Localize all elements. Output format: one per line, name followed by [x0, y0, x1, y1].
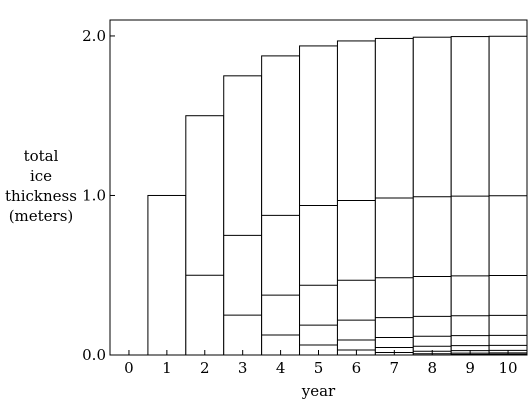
bar: [374, 37, 414, 356]
y-tick-label: 2.0: [82, 27, 106, 45]
bar: [336, 40, 376, 356]
bars-group: [147, 35, 528, 356]
y-axis-label-line: thickness: [5, 187, 77, 205]
bar: [147, 194, 187, 356]
x-tick-label: 5: [314, 359, 324, 377]
x-tick-label: 9: [465, 359, 475, 377]
y-axis-label-line: total: [23, 147, 59, 165]
y-axis-ticks: 0.0 1.0 2.0: [82, 27, 115, 364]
bar: [299, 45, 338, 356]
bar: [261, 55, 301, 356]
x-tick-label: 6: [352, 359, 362, 377]
x-tick-label: 7: [390, 359, 400, 377]
y-tick-label: 1.0: [82, 186, 106, 204]
y-tick-label: 0.0: [82, 346, 106, 364]
x-tick-label: 3: [238, 359, 248, 377]
y-axis-label-line: ice: [29, 167, 53, 185]
bar: [223, 75, 263, 356]
x-tick-label: 2: [200, 359, 210, 377]
x-tick-label: 1: [162, 359, 172, 377]
x-axis-label: year: [301, 382, 336, 400]
x-tick-label: 10: [498, 359, 517, 377]
x-axis-ticks: 0 1 2 3 4 5 6 7 8 9 10: [124, 350, 518, 377]
y-axis-label-line: (meters): [8, 207, 74, 225]
bar: [185, 115, 225, 356]
x-tick-label: 0: [124, 359, 134, 377]
x-tick-label: 4: [276, 359, 286, 377]
bar: [412, 36, 452, 356]
x-tick-label: 8: [427, 359, 437, 377]
